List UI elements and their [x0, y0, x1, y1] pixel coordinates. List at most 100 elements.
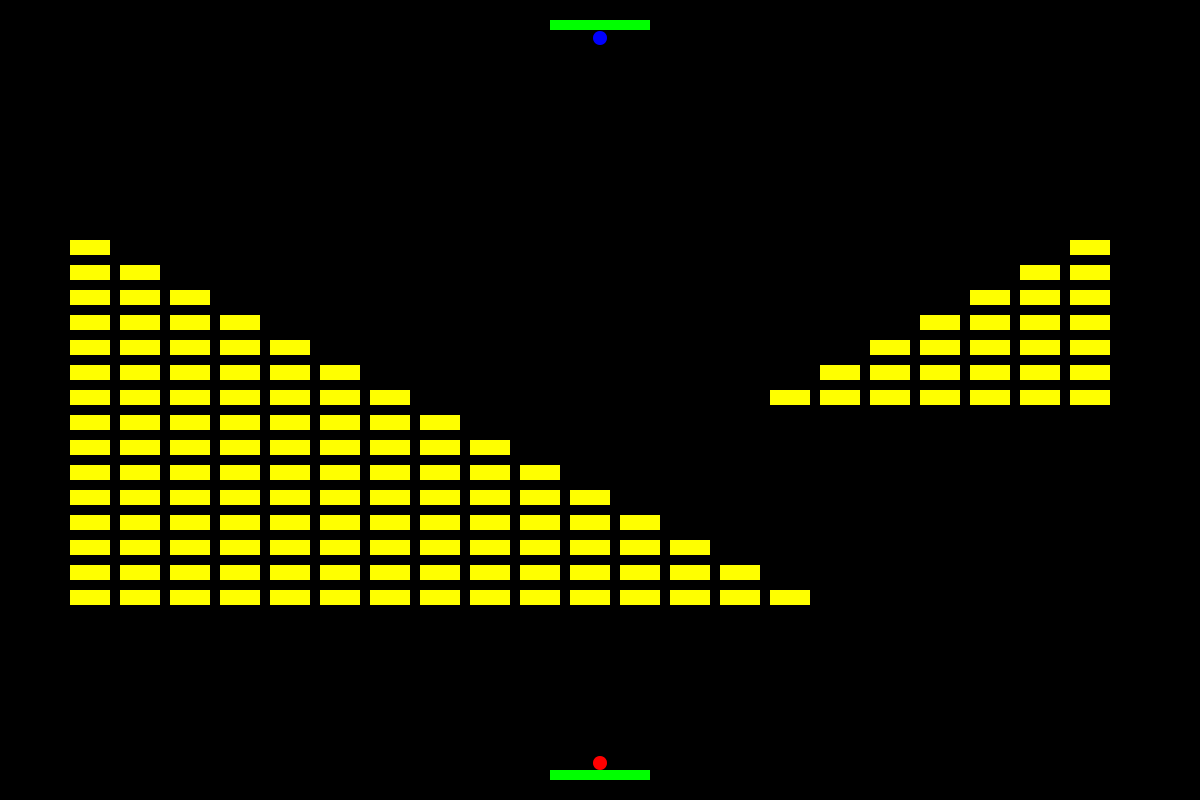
brick [170, 590, 210, 605]
brick [220, 315, 260, 330]
brick [320, 590, 360, 605]
brick [470, 590, 510, 605]
brick [170, 390, 210, 405]
brick [170, 490, 210, 505]
brick [920, 315, 960, 330]
brick [120, 365, 160, 380]
brick [320, 515, 360, 530]
brick [270, 365, 310, 380]
brick [370, 415, 410, 430]
brick [220, 540, 260, 555]
brick [1020, 315, 1060, 330]
brick [1070, 390, 1110, 405]
brick [70, 590, 110, 605]
brick [270, 340, 310, 355]
brick [220, 440, 260, 455]
brick [520, 515, 560, 530]
brick [670, 540, 710, 555]
brick [770, 390, 810, 405]
brick [470, 440, 510, 455]
brick [170, 290, 210, 305]
brick [520, 490, 560, 505]
brick [370, 590, 410, 605]
brick [1020, 290, 1060, 305]
top-paddle[interactable] [550, 20, 650, 30]
brick [1020, 265, 1060, 280]
brick [420, 490, 460, 505]
brick [270, 465, 310, 480]
brick [420, 415, 460, 430]
brick [220, 590, 260, 605]
brick [570, 515, 610, 530]
brick [370, 540, 410, 555]
brick [470, 540, 510, 555]
brick [420, 565, 460, 580]
brick [220, 515, 260, 530]
brick [570, 590, 610, 605]
brick [620, 565, 660, 580]
brick [70, 290, 110, 305]
brick [570, 565, 610, 580]
brick [570, 540, 610, 555]
brick [1020, 340, 1060, 355]
brick [970, 290, 1010, 305]
brick [270, 390, 310, 405]
brick [770, 590, 810, 605]
brick [120, 340, 160, 355]
brick [170, 540, 210, 555]
brick [470, 515, 510, 530]
brick [70, 490, 110, 505]
brick [170, 315, 210, 330]
brick [220, 490, 260, 505]
brick [1020, 365, 1060, 380]
brick [70, 240, 110, 255]
brick [870, 365, 910, 380]
brick [270, 490, 310, 505]
brick [420, 540, 460, 555]
brick [270, 540, 310, 555]
brick [1070, 315, 1110, 330]
bottom-paddle[interactable] [550, 770, 650, 780]
brick [120, 415, 160, 430]
brick [270, 565, 310, 580]
brick [570, 490, 610, 505]
brick [870, 390, 910, 405]
brick [70, 465, 110, 480]
brick [170, 415, 210, 430]
brick [920, 390, 960, 405]
brick [120, 465, 160, 480]
brick [370, 565, 410, 580]
brick [1020, 390, 1060, 405]
brick [120, 265, 160, 280]
brick [170, 465, 210, 480]
brick [70, 540, 110, 555]
brick [520, 540, 560, 555]
brick [220, 565, 260, 580]
brick [920, 365, 960, 380]
brick [420, 465, 460, 480]
brick [320, 440, 360, 455]
brick [120, 565, 160, 580]
brick [720, 565, 760, 580]
brick [870, 340, 910, 355]
brick [270, 515, 310, 530]
brick [170, 565, 210, 580]
brick [1070, 240, 1110, 255]
brick [320, 390, 360, 405]
brick [170, 515, 210, 530]
brick [970, 315, 1010, 330]
brick [1070, 265, 1110, 280]
brick [70, 440, 110, 455]
brick [320, 365, 360, 380]
brick [120, 590, 160, 605]
brick [320, 565, 360, 580]
brick [970, 390, 1010, 405]
brick [270, 440, 310, 455]
brick [520, 590, 560, 605]
brick [120, 515, 160, 530]
brick [1070, 340, 1110, 355]
brick [820, 390, 860, 405]
brick [120, 390, 160, 405]
